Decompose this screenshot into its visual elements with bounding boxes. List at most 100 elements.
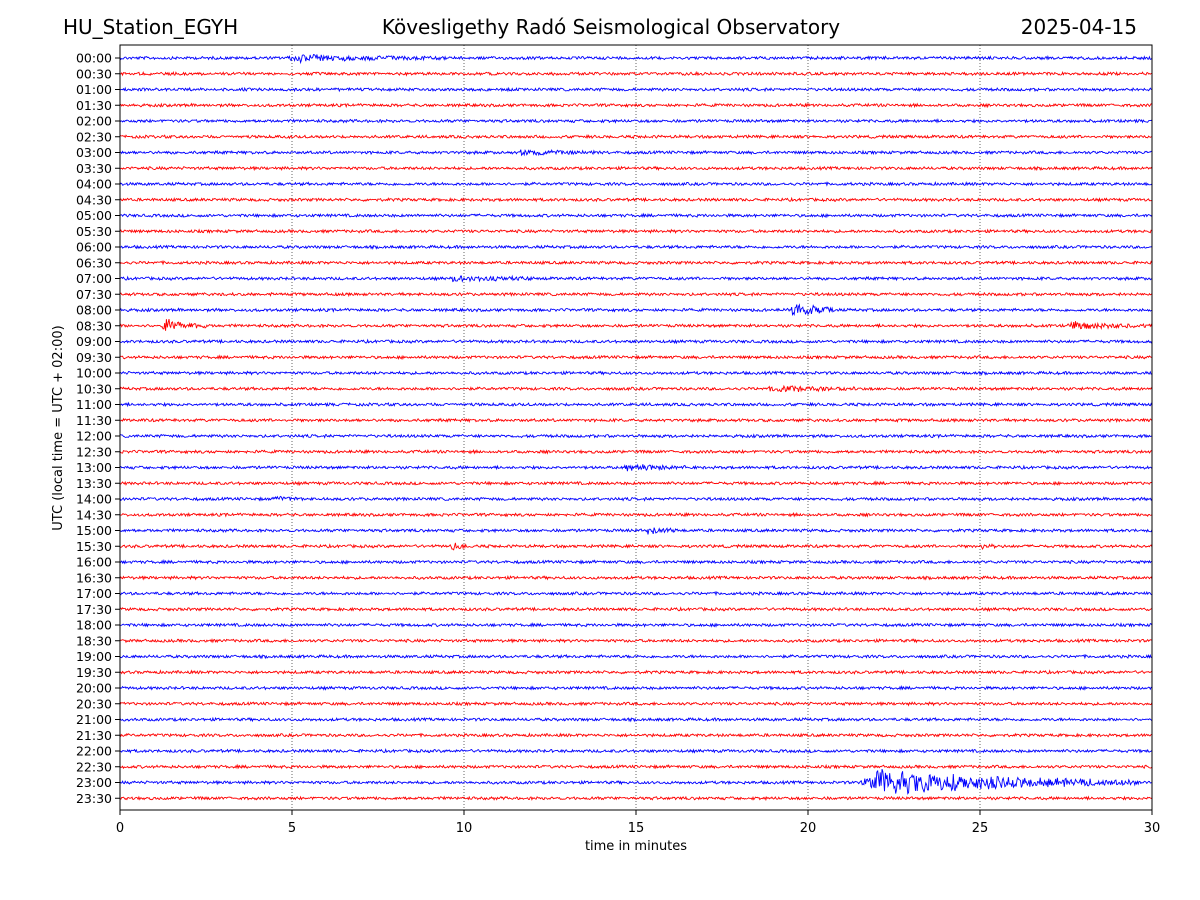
- row-label: 21:30: [76, 728, 112, 743]
- trace-row-1500: [119, 527, 1153, 535]
- row-label: 02:00: [76, 114, 112, 129]
- trace-row-0900: [119, 338, 1153, 345]
- row-label: 09:30: [76, 350, 112, 365]
- trace-row-1700: [119, 590, 1153, 597]
- trace-row-2130: [119, 732, 1153, 738]
- row-label: 20:00: [76, 681, 112, 696]
- row-label: 03:00: [76, 145, 112, 160]
- trace-row-1300: [119, 463, 1153, 472]
- trace-row-1800: [119, 622, 1153, 628]
- trace-row-1430: [120, 511, 1153, 518]
- trace-row-1330: [119, 480, 1153, 487]
- row-label: 02:30: [76, 129, 112, 144]
- trace-row-0730: [119, 291, 1153, 298]
- x-axis-label: time in minutes: [585, 839, 687, 854]
- trace-row-0230: [119, 133, 1153, 140]
- grid-lines: [291, 45, 981, 810]
- row-label: 10:00: [76, 366, 112, 381]
- trace-row-1930: [119, 669, 1153, 675]
- seismic-traces: [119, 54, 1153, 802]
- y-axis-label: UTC (local time = UTC + 02:00): [51, 325, 66, 530]
- x-tick-label: 20: [800, 821, 817, 836]
- row-label: 18:00: [76, 618, 112, 633]
- trace-row-2330: [119, 795, 1153, 802]
- row-label: 22:00: [76, 744, 112, 759]
- x-tick-label: 5: [288, 821, 296, 836]
- trace-row-0530: [119, 228, 1153, 235]
- station-name: HU_Station_EGYH: [63, 15, 239, 39]
- trace-row-0000: [119, 54, 1153, 65]
- row-label: 10:30: [76, 381, 112, 396]
- trace-row-0630: [119, 259, 1153, 266]
- row-label: 05:30: [76, 224, 112, 239]
- x-tick-label: 30: [1144, 821, 1161, 836]
- trace-row-0430: [119, 196, 1153, 203]
- row-label: 00:00: [76, 51, 112, 66]
- row-label: 15:00: [76, 523, 112, 538]
- row-label: 18:30: [76, 633, 112, 648]
- trace-row-1200: [119, 433, 1153, 439]
- trace-row-0130: [119, 102, 1153, 109]
- row-label: 11:00: [76, 397, 112, 412]
- row-label: 23:30: [76, 791, 112, 806]
- trace-row-1000: [119, 370, 1153, 376]
- trace-row-2300: [119, 769, 1153, 795]
- trace-row-0830: [119, 318, 1153, 331]
- row-label: 13:00: [76, 460, 112, 475]
- row-label: 15:30: [76, 539, 112, 554]
- trace-row-1600: [119, 559, 1153, 565]
- trace-row-0400: [119, 181, 1153, 187]
- trace-row-2230: [119, 763, 1153, 770]
- row-label: 16:00: [76, 555, 112, 570]
- row-label: 16:30: [76, 570, 112, 585]
- trace-row-0100: [119, 86, 1153, 93]
- row-label: 13:30: [76, 476, 112, 491]
- row-label: 17:00: [76, 586, 112, 601]
- row-label: 04:30: [76, 192, 112, 207]
- trace-row-0030: [119, 70, 1153, 77]
- row-label: 08:30: [76, 318, 112, 333]
- row-label: 12:30: [76, 444, 112, 459]
- row-label: 08:00: [76, 303, 112, 318]
- x-tick-label: 15: [628, 821, 645, 836]
- row-label: 22:30: [76, 759, 112, 774]
- trace-row-1830: [119, 638, 1153, 644]
- row-label: 05:00: [76, 208, 112, 223]
- trace-row-0200: [119, 118, 1153, 124]
- row-label: 14:00: [76, 492, 112, 507]
- trace-row-0700: [119, 274, 1153, 283]
- row-label: 01:30: [76, 98, 112, 113]
- row-label: 06:30: [76, 255, 112, 270]
- row-label: 09:00: [76, 334, 112, 349]
- trace-row-0800: [119, 303, 1153, 317]
- row-label: 12:00: [76, 429, 112, 444]
- trace-row-1630: [119, 574, 1153, 581]
- trace-row-1400: [119, 495, 1153, 502]
- row-label: 01:00: [76, 82, 112, 97]
- trace-row-2000: [119, 685, 1153, 691]
- trace-row-1100: [119, 401, 1153, 408]
- trace-row-1130: [119, 417, 1153, 424]
- trace-row-1030: [119, 384, 1153, 393]
- row-label: 17:30: [76, 602, 112, 617]
- trace-row-0300: [119, 149, 1153, 157]
- trace-row-2200: [119, 748, 1153, 754]
- x-tick-label: 0: [116, 821, 124, 836]
- x-tick-label: 10: [456, 821, 473, 836]
- trace-row-0330: [119, 165, 1153, 172]
- trace-row-1530: [119, 542, 1153, 551]
- trace-row-1900: [119, 653, 1153, 660]
- row-label: 14:30: [76, 507, 112, 522]
- row-label: 19:00: [76, 649, 112, 664]
- row-label: 19:30: [76, 665, 112, 680]
- row-label: 07:30: [76, 287, 112, 302]
- row-label: 11:30: [76, 413, 112, 428]
- axes: 0 5 10 15 20 25 30 00:0000:3001:0001:3002:0002:…: [76, 51, 1160, 837]
- row-label: 06:00: [76, 240, 112, 255]
- trace-row-0930: [119, 354, 1153, 361]
- chart-title: Kövesligethy Radó Seismological Observat…: [381, 15, 841, 39]
- chart-date: 2025-04-15: [1020, 15, 1137, 39]
- trace-row-0500: [119, 212, 1153, 219]
- trace-row-0600: [119, 244, 1153, 250]
